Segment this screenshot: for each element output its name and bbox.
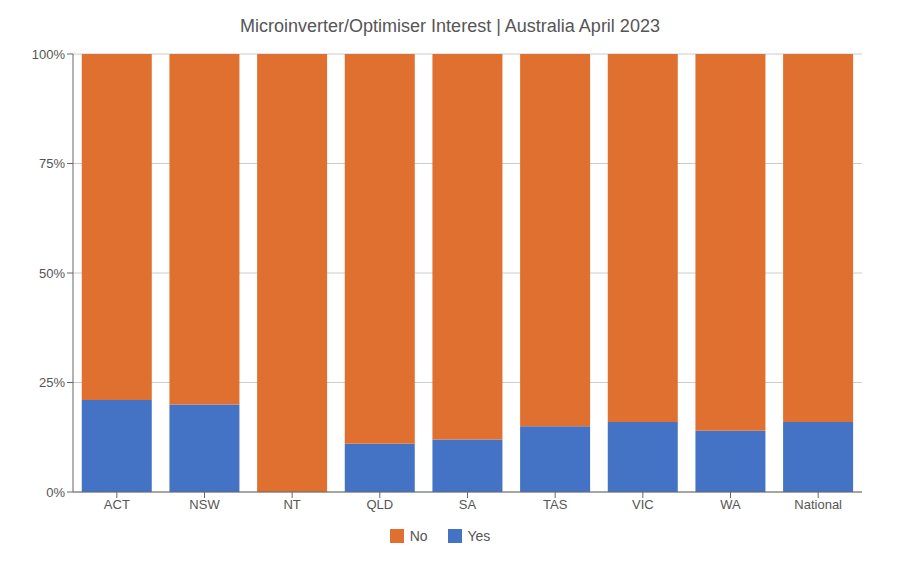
svg-text:NT: NT xyxy=(283,497,300,512)
svg-text:TAS: TAS xyxy=(543,497,568,512)
svg-text:NSW: NSW xyxy=(189,497,220,512)
svg-text:0%: 0% xyxy=(46,485,65,500)
svg-text:SA: SA xyxy=(459,497,477,512)
html-text:Microinverter/Optimiser Intere: Microinverter/Optimiser Interest | Austr… xyxy=(240,16,660,36)
svg-text:QLD: QLD xyxy=(366,497,393,512)
svg-text:National: National xyxy=(794,497,842,512)
svg-text:25%: 25% xyxy=(39,375,65,390)
svg-text:ACT: ACT xyxy=(104,497,130,512)
svg-text:75%: 75% xyxy=(39,156,65,171)
html-text:Yes: Yes xyxy=(467,528,491,544)
svg-text:WA: WA xyxy=(720,497,741,512)
svg-text:50%: 50% xyxy=(39,266,65,281)
svg-text:VIC: VIC xyxy=(632,497,654,512)
svg-text:100%: 100% xyxy=(32,47,66,62)
html-text:No: No xyxy=(409,528,428,544)
